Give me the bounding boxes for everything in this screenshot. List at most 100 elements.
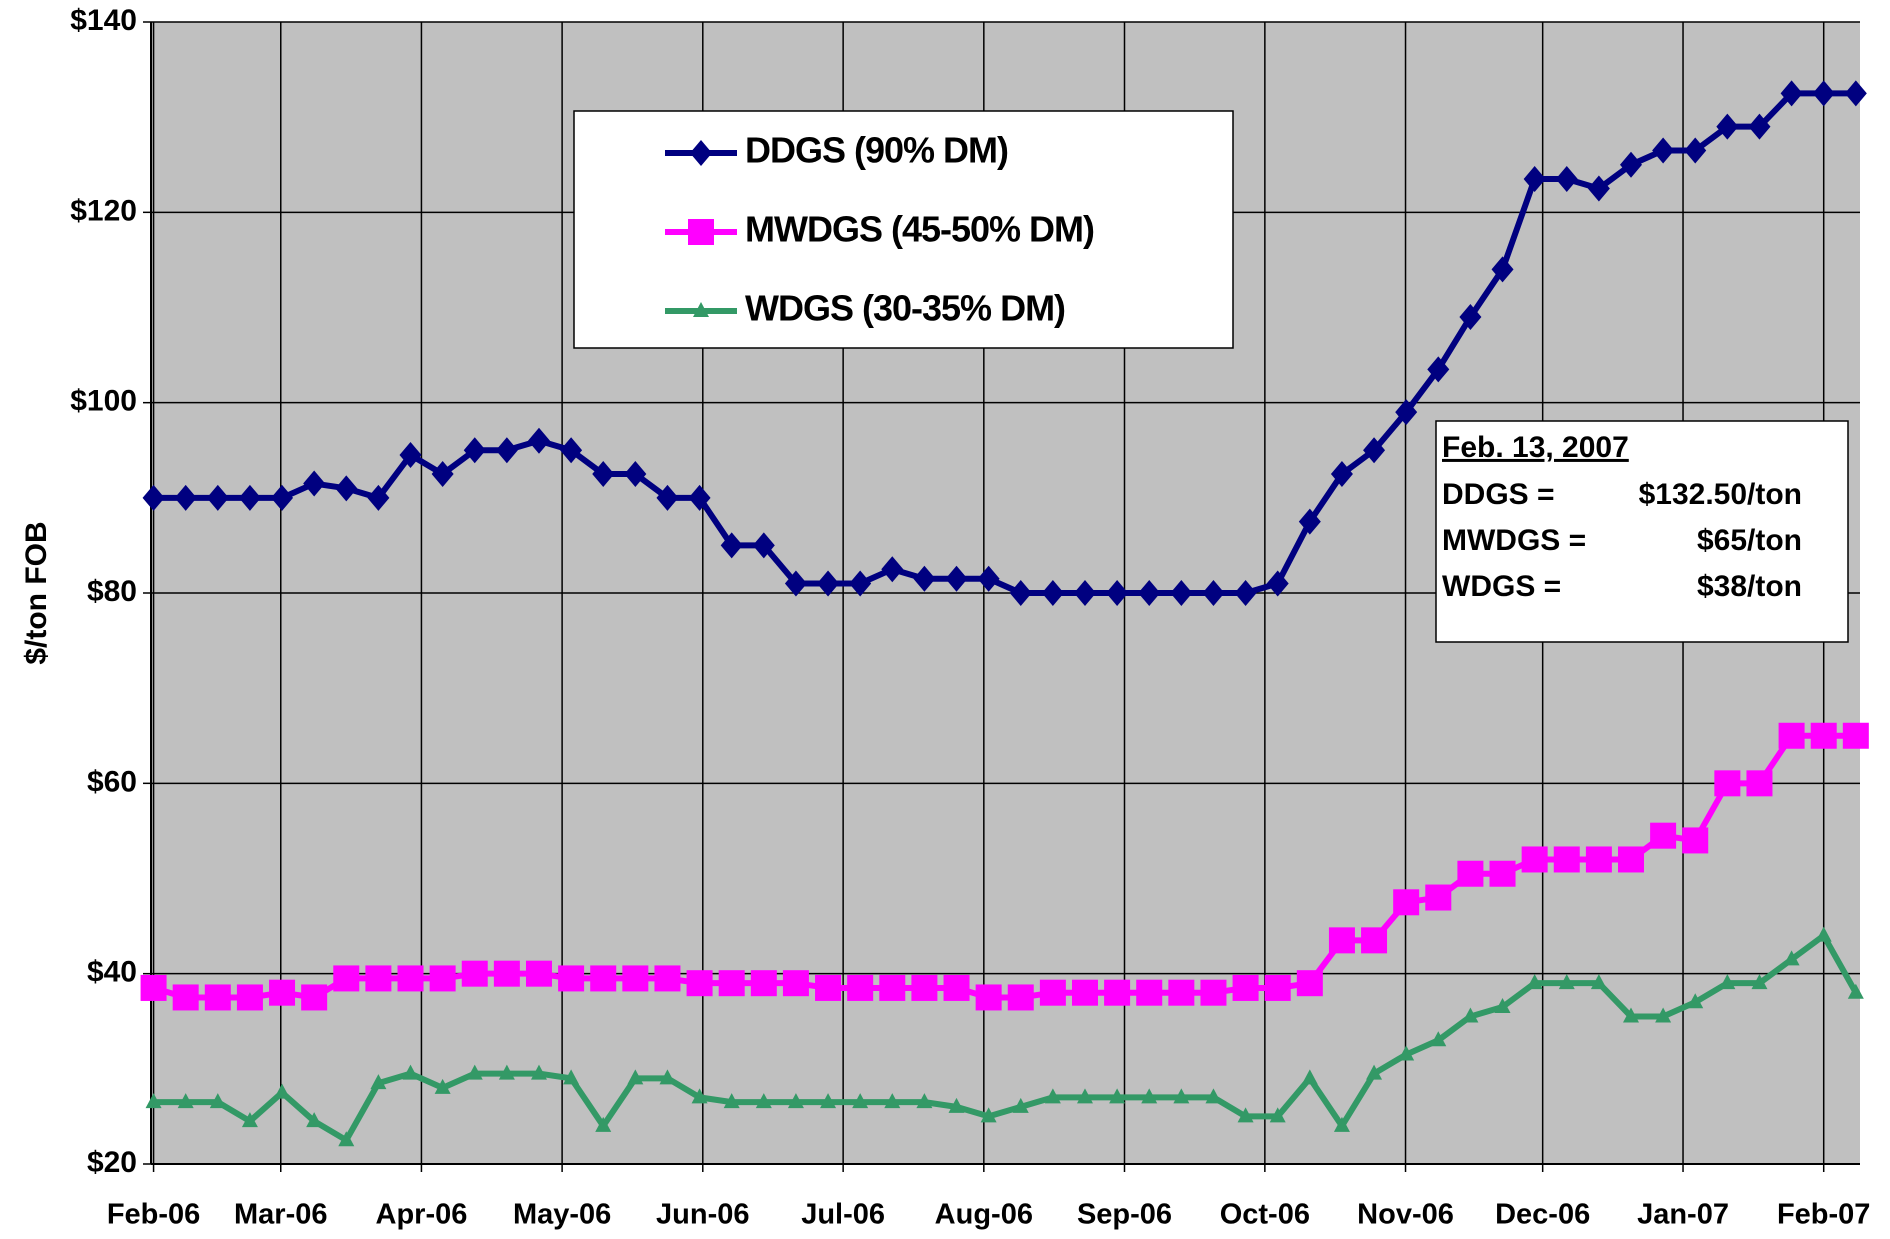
point	[693, 302, 709, 317]
series-0	[142, 80, 1867, 606]
point	[1141, 1088, 1158, 1104]
point	[720, 532, 743, 559]
point	[1366, 1064, 1383, 1080]
point	[370, 1074, 387, 1090]
point	[718, 970, 745, 997]
point	[1328, 927, 1355, 954]
point	[1330, 461, 1353, 488]
point	[1491, 256, 1514, 283]
point	[269, 979, 296, 1006]
point	[1847, 983, 1864, 999]
point	[1427, 356, 1450, 383]
point	[530, 1064, 547, 1080]
point	[1041, 580, 1064, 606]
point	[784, 570, 807, 597]
point	[241, 1112, 258, 1128]
point	[1558, 974, 1575, 990]
point	[429, 965, 456, 992]
point	[691, 1088, 708, 1104]
series	[140, 80, 1869, 1147]
point	[913, 565, 936, 592]
point	[367, 484, 390, 511]
point	[1363, 437, 1386, 464]
y-tick-label: $40	[87, 956, 137, 989]
point	[1205, 1088, 1222, 1104]
annotation-value: $65/ton	[1697, 524, 1802, 557]
point	[204, 984, 231, 1011]
point	[1682, 827, 1709, 854]
point	[1751, 974, 1768, 990]
point	[1842, 722, 1869, 749]
x-tick-label: Dec-06	[1495, 1199, 1590, 1231]
point	[1298, 508, 1321, 535]
point	[1719, 974, 1736, 990]
point	[1104, 979, 1131, 1006]
point	[1109, 1088, 1126, 1104]
point	[1521, 846, 1548, 873]
point	[493, 960, 520, 987]
annotation-key: MWDGS =	[1442, 524, 1586, 557]
point	[750, 970, 777, 997]
point	[820, 1093, 837, 1109]
point	[1844, 80, 1867, 107]
point	[1780, 80, 1803, 107]
point	[1553, 846, 1580, 873]
point	[397, 965, 424, 992]
point	[172, 984, 199, 1011]
point	[145, 1093, 162, 1109]
point	[560, 437, 583, 464]
point	[1587, 175, 1610, 202]
point	[592, 461, 615, 488]
point	[1687, 993, 1704, 1009]
point	[627, 1069, 644, 1085]
point	[463, 437, 486, 464]
point	[498, 1064, 515, 1080]
point	[1555, 166, 1578, 193]
point	[916, 1093, 933, 1109]
point	[1138, 580, 1161, 606]
y-tick-label: $20	[87, 1146, 137, 1179]
point	[1746, 770, 1773, 797]
point	[1044, 1088, 1061, 1104]
point	[1200, 979, 1227, 1006]
point	[1202, 580, 1225, 606]
point	[274, 1083, 291, 1099]
point	[525, 960, 552, 987]
point	[1296, 970, 1323, 997]
point	[1812, 80, 1835, 107]
y-tick-label: $100	[70, 385, 137, 418]
x-tick-label: Feb-07	[1777, 1199, 1870, 1231]
line	[153, 932, 1859, 1144]
point	[177, 1093, 194, 1109]
point	[1619, 151, 1642, 178]
point	[1007, 984, 1034, 1011]
point	[590, 965, 617, 992]
point	[1398, 1045, 1415, 1061]
point	[654, 965, 681, 992]
point	[980, 1107, 997, 1123]
annotation-box	[1435, 420, 1849, 643]
point	[1652, 137, 1675, 164]
point	[1617, 846, 1644, 873]
point	[1430, 1031, 1447, 1047]
point	[1301, 1069, 1318, 1085]
point	[1585, 846, 1612, 873]
point	[1425, 884, 1452, 911]
point	[206, 484, 229, 511]
x-tick-label: Feb-06	[107, 1199, 200, 1231]
point	[495, 437, 518, 464]
point	[1173, 1088, 1190, 1104]
annotation-key: DDGS =	[1442, 478, 1555, 511]
point	[1269, 1107, 1286, 1123]
point	[1361, 927, 1388, 954]
x-tick-label: May-06	[513, 1199, 611, 1231]
point	[1590, 974, 1607, 990]
point	[1526, 974, 1543, 990]
point	[1462, 1007, 1479, 1023]
point	[335, 475, 358, 502]
point	[434, 1078, 451, 1094]
point	[140, 974, 167, 1001]
point	[659, 1069, 676, 1085]
point	[365, 965, 392, 992]
point	[688, 219, 714, 245]
